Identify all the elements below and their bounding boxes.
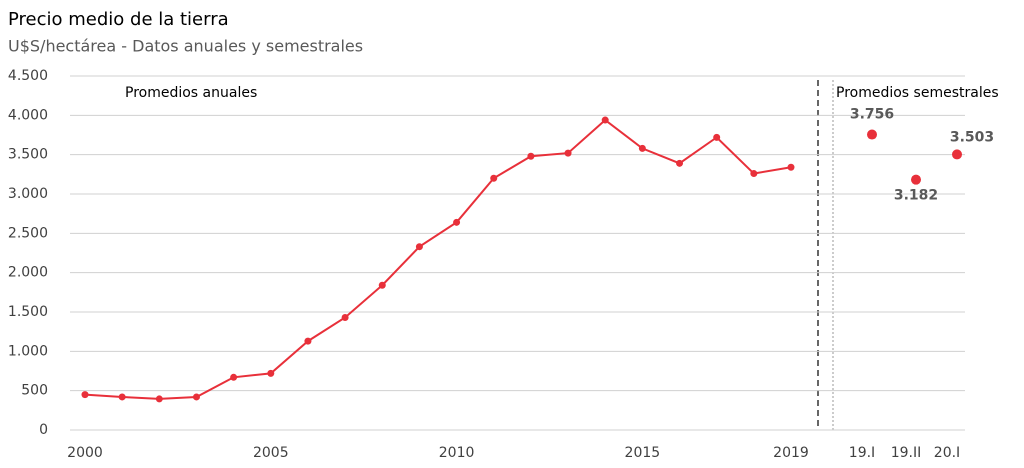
annotation: Promedios anuales xyxy=(125,85,257,101)
x-tick-label: 19.I xyxy=(849,445,875,461)
data-point xyxy=(490,174,498,182)
data-point xyxy=(787,163,795,171)
data-point xyxy=(378,281,386,289)
data-point xyxy=(601,116,609,124)
data-point xyxy=(952,149,962,160)
data-label: 3.503 xyxy=(950,129,994,145)
data-point xyxy=(230,373,238,381)
data-point xyxy=(676,159,684,167)
x-tick-label: 2019 xyxy=(773,445,809,461)
x-tick-label: 2015 xyxy=(625,445,661,461)
y-tick-label: 0 xyxy=(39,422,48,438)
data-point xyxy=(453,218,461,226)
x-tick-label: 2000 xyxy=(67,445,103,461)
y-tick-label: 1.500 xyxy=(8,304,48,320)
y-tick-label: 3.000 xyxy=(8,186,48,202)
annotation: Promedios semestrales xyxy=(836,85,999,101)
series-line xyxy=(84,118,792,400)
data-label: 3.182 xyxy=(894,188,938,204)
data-label: 3.756 xyxy=(850,107,894,123)
data-point xyxy=(527,152,535,160)
y-tick-label: 1.000 xyxy=(8,343,48,359)
x-tick-label: 2005 xyxy=(253,445,289,461)
x-tick-label: 20.I xyxy=(934,445,960,461)
y-tick-label: 2.500 xyxy=(8,225,48,241)
data-point xyxy=(267,369,275,377)
data-point xyxy=(713,133,721,141)
y-tick-label: 2.000 xyxy=(8,265,48,281)
data-point xyxy=(118,393,126,401)
data-point xyxy=(867,129,877,140)
data-point xyxy=(81,391,89,399)
data-point xyxy=(155,395,163,403)
data-point xyxy=(192,393,200,401)
y-tick-label: 4.000 xyxy=(8,107,48,123)
y-tick-label: 3.500 xyxy=(8,147,48,163)
data-point xyxy=(564,149,572,157)
data-point xyxy=(911,174,921,185)
y-tick-label: 4.500 xyxy=(8,68,48,84)
chart-title: Precio medio de la tierra xyxy=(8,9,229,30)
x-tick-label: 2010 xyxy=(439,445,475,461)
data-point xyxy=(415,243,423,251)
y-tick-label: 500 xyxy=(21,383,48,399)
data-point xyxy=(638,144,646,152)
chart-subtitle: U$S/hectárea - Datos anuales y semestral… xyxy=(8,37,363,56)
x-tick-label: 19.II xyxy=(891,445,922,461)
data-point xyxy=(341,314,349,322)
data-point xyxy=(750,170,758,178)
data-point xyxy=(304,337,312,345)
